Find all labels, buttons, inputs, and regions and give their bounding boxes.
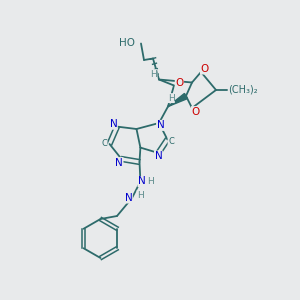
Text: O: O <box>200 64 209 74</box>
Text: HO: HO <box>119 38 135 49</box>
Polygon shape <box>168 93 188 106</box>
Text: N: N <box>154 151 162 161</box>
Text: (CH₃)₂: (CH₃)₂ <box>228 85 258 95</box>
Text: H: H <box>168 94 174 103</box>
Text: O: O <box>175 78 184 88</box>
Text: N: N <box>124 193 132 203</box>
Text: N: N <box>157 120 164 130</box>
Text: H: H <box>150 70 157 79</box>
Text: N: N <box>138 176 146 187</box>
Text: C: C <box>168 136 174 146</box>
Text: C: C <box>101 140 107 148</box>
Text: N: N <box>110 119 117 129</box>
Text: N: N <box>115 158 123 168</box>
Text: O: O <box>191 106 200 117</box>
Text: H: H <box>137 190 144 200</box>
Text: H: H <box>147 177 153 186</box>
